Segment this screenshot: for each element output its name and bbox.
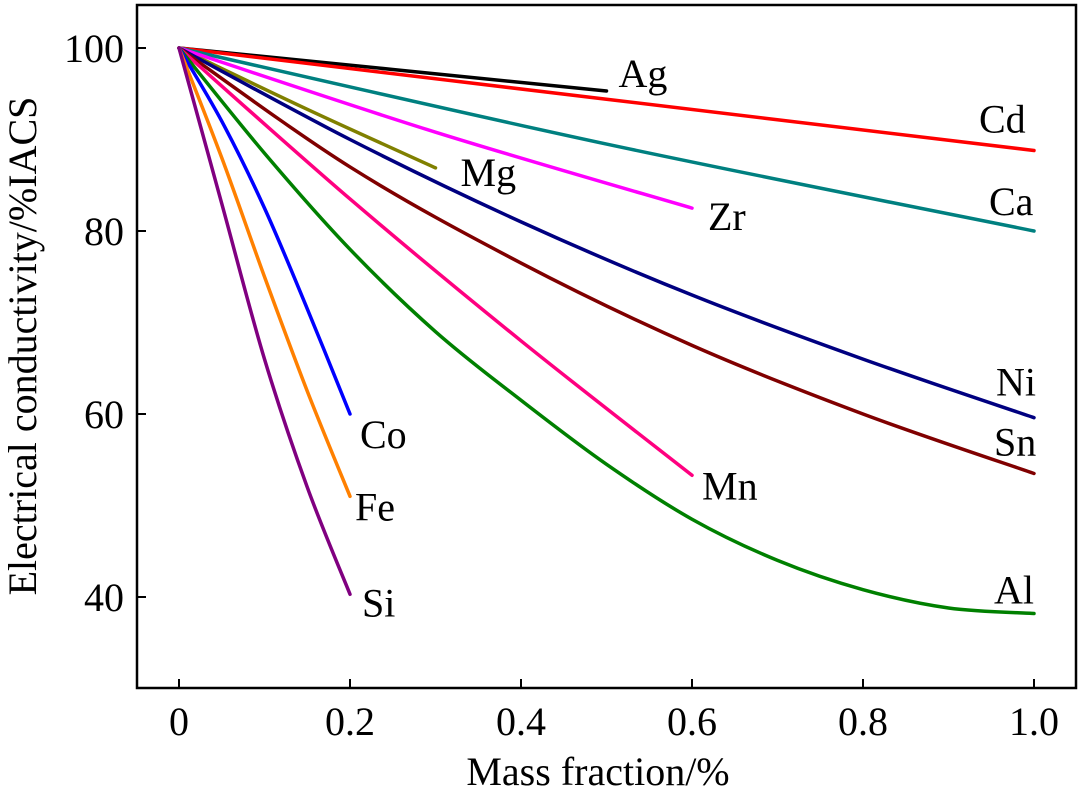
- series-line-fe: [177, 46, 352, 499]
- x-tick-label: 0.2: [325, 699, 375, 744]
- series-line-co: [177, 46, 352, 416]
- series-label-ni: Ni: [996, 360, 1036, 405]
- y-axis-label: Electrical conductivity/%IACS: [0, 97, 45, 596]
- series-line-sn: [177, 46, 1036, 476]
- series-label-zr: Zr: [708, 194, 746, 239]
- y-tick-label: 100: [64, 26, 124, 71]
- series-line-al: [177, 46, 1036, 616]
- series-label-al: Al: [994, 567, 1034, 612]
- series-label-co: Co: [360, 412, 407, 457]
- series-line-mn: [177, 46, 694, 478]
- plot-frame: [135, 3, 1078, 690]
- x-tick-label: 0.6: [667, 699, 717, 744]
- x-tick-label: 0: [169, 699, 189, 744]
- x-tick-label: 0.4: [496, 699, 546, 744]
- y-tick-label: 80: [84, 209, 124, 254]
- x-tick-label: 0.8: [838, 699, 888, 744]
- series-label-ag: Ag: [619, 51, 668, 96]
- series-label-ca: Ca: [989, 179, 1034, 224]
- x-axis-label: Mass fraction/%: [466, 749, 729, 791]
- series-label-si: Si: [362, 580, 395, 625]
- series-label-mn: Mn: [702, 463, 758, 508]
- series-line-ca: [177, 46, 1036, 233]
- y-tick-label: 40: [84, 575, 124, 620]
- series-line-ni: [177, 46, 1036, 420]
- series-label-sn: Sn: [994, 419, 1036, 464]
- series-label-fe: Fe: [355, 484, 395, 529]
- x-tick-label: 1.0: [1009, 699, 1059, 744]
- series-line-si: [177, 46, 352, 597]
- series-label-cd: Cd: [979, 96, 1026, 141]
- series-line-cd: [177, 46, 1036, 153]
- series-label-mg: Mg: [461, 150, 517, 195]
- series-line-zr: [177, 46, 694, 210]
- y-tick-label: 60: [84, 392, 124, 437]
